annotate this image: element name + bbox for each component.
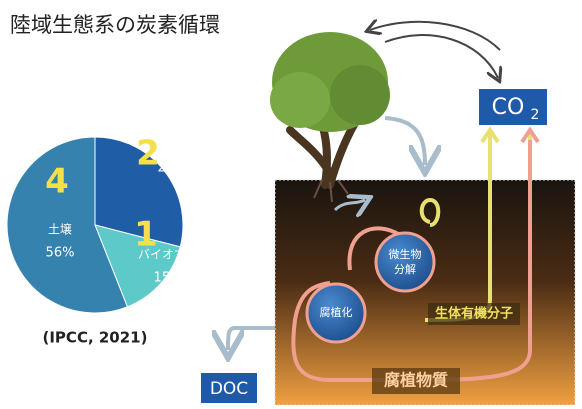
slice-rank: 2 (136, 134, 160, 174)
biomolecules-label: 生体有機分子 (435, 306, 513, 322)
slice-rank: 1 (134, 215, 158, 255)
humification-label: 腐植化 (320, 305, 353, 319)
slice-label: 大気 (160, 137, 184, 152)
microbe-label: 微生物 (389, 247, 422, 261)
arrow (385, 118, 425, 165)
source: (IPCC, 2021) (43, 329, 148, 347)
humus-label: 腐植物質 (384, 371, 448, 390)
co2-sub: 2 (531, 107, 540, 123)
microbe-label: 分解 (394, 262, 416, 276)
title: 陸域生態系の炭素循環 (10, 13, 220, 37)
arrow (228, 328, 275, 350)
slice-value: 29% (158, 161, 187, 176)
page: 陸域生態系の炭素循環 大気29%2バイオマス15%1土壌56%4 (IPCC, … (0, 0, 582, 405)
slice-value: 15% (154, 271, 183, 286)
slice-rank: 4 (45, 162, 69, 202)
slice-value: 56% (46, 246, 75, 261)
arrow (385, 35, 498, 78)
co2-label: CO (492, 95, 525, 120)
slice-label: 土壌 (48, 223, 72, 237)
microbe-node (376, 233, 434, 291)
tree (270, 32, 390, 202)
doc-label: DOC (210, 379, 248, 399)
